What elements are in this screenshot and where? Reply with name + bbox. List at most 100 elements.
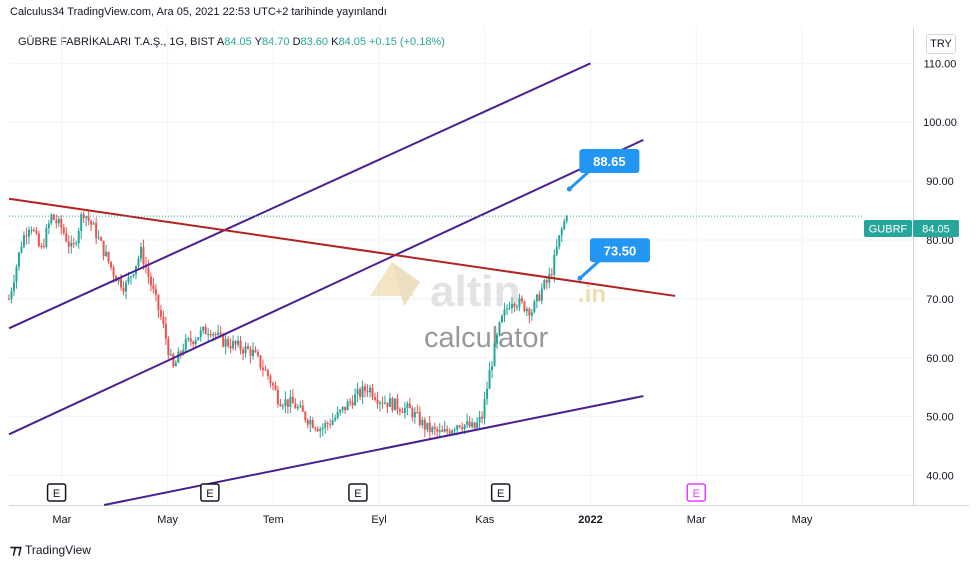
candle: [294, 403, 297, 409]
candle: [486, 388, 489, 400]
candle: [184, 338, 187, 350]
candle: [52, 214, 55, 220]
candle: [374, 397, 377, 400]
candle: [411, 408, 414, 418]
chart-area[interactable]: [9, 28, 914, 506]
close-value: 84.05: [338, 36, 366, 48]
candle: [364, 386, 367, 391]
candle: [8, 298, 10, 300]
candle: [406, 403, 409, 408]
footer: ⁊⁊ TradingView: [10, 542, 91, 558]
x-tick-label: Kas: [475, 514, 494, 526]
candle: [448, 431, 451, 434]
candle: [284, 399, 287, 406]
candle: [164, 323, 167, 339]
callouts: [566, 149, 650, 281]
candle: [77, 230, 80, 244]
candle: [344, 406, 347, 411]
candle: [194, 340, 197, 345]
candle: [456, 425, 459, 430]
candle: [239, 340, 242, 350]
candle: [276, 389, 279, 404]
candle: [513, 304, 516, 308]
callout-pointer: [578, 259, 601, 280]
symbol-legend: GÜBRE FABRİKALARI T.A.Ş., 1G, BIST A84.0…: [18, 36, 445, 48]
y-tick-label: 50.00: [926, 412, 954, 424]
high-label: Y: [254, 36, 262, 48]
candle: [563, 221, 566, 230]
candle: [189, 338, 192, 342]
candle: [162, 316, 165, 324]
candle: [219, 332, 222, 335]
candle: [204, 326, 207, 335]
candle: [169, 354, 172, 356]
candle: [555, 246, 558, 255]
x-tick-labels: Mar May Tem Eyl Kas 2022 Mar May: [52, 514, 812, 526]
candle: [289, 396, 292, 407]
candle: [443, 428, 446, 432]
candle: [386, 402, 389, 407]
candle: [70, 243, 73, 247]
candle: [15, 266, 18, 283]
event-marker-icon: [348, 483, 368, 502]
candle: [418, 412, 421, 426]
candle: [25, 235, 28, 237]
event-marker-label: E: [497, 488, 504, 500]
event-marker-icon: [46, 483, 67, 502]
x-tick-label: 2022: [578, 514, 602, 526]
candle: [301, 405, 304, 412]
candle: [142, 246, 145, 265]
candle: [159, 310, 162, 317]
candle: [383, 402, 386, 404]
candle: [309, 420, 312, 425]
candle: [67, 241, 70, 247]
candle: [57, 218, 60, 224]
y-tick-label: 40.00: [926, 471, 954, 483]
candle: [388, 398, 391, 407]
candle: [401, 411, 404, 413]
candle: [97, 237, 100, 239]
resistance-trend-line: [8, 197, 676, 297]
candle: [247, 346, 250, 349]
candle: [224, 339, 227, 347]
candle: [17, 252, 20, 267]
candle: [80, 214, 83, 231]
candle: [530, 312, 533, 316]
callout-label-88-65: 88.65: [593, 154, 626, 169]
candle: [197, 337, 200, 341]
event-marker-label: E: [53, 488, 60, 500]
candle: [306, 420, 309, 425]
candle: [22, 235, 25, 247]
candle: [261, 367, 264, 370]
candle: [558, 235, 561, 247]
candle: [461, 427, 464, 430]
high-value: 84.70: [261, 36, 290, 48]
watermark: altin .in calculator: [370, 262, 606, 354]
candle: [446, 428, 449, 432]
candle: [408, 403, 411, 409]
candle: [518, 298, 521, 307]
candle: [274, 385, 277, 390]
candle: [254, 349, 257, 353]
x-tick-label: Mar: [52, 514, 71, 526]
candle: [428, 422, 431, 433]
candle: [393, 398, 396, 411]
candle: [565, 216, 568, 222]
candle: [316, 428, 319, 432]
y-tick-label: 110.00: [924, 58, 957, 70]
candle: [510, 304, 513, 309]
tradingview-logo-icon: ⁊⁊: [10, 542, 22, 557]
candle: [177, 351, 180, 363]
currency-button[interactable]: TRY: [926, 34, 956, 54]
candle: [179, 351, 182, 354]
candle: [127, 277, 130, 283]
channel-lower-line: [103, 395, 644, 506]
candle: [528, 308, 531, 316]
candle: [391, 398, 394, 411]
candle: [20, 246, 23, 253]
candle: [27, 229, 30, 237]
candle: [95, 223, 98, 239]
candle: [182, 349, 185, 354]
y-tick-labels: 40.00 50.00 60.00 70.00 80.00 90.00 100.00 110.…: [923, 58, 957, 482]
candle: [87, 216, 90, 221]
